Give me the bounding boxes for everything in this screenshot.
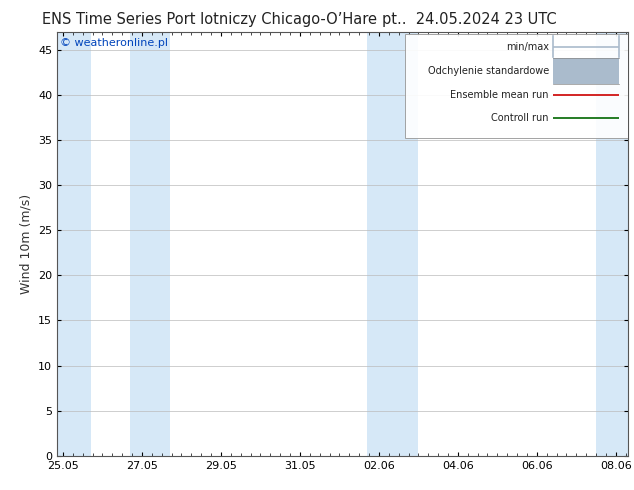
Text: Controll run: Controll run xyxy=(491,113,549,123)
Bar xyxy=(130,32,170,456)
Text: Ensemble mean run: Ensemble mean run xyxy=(450,90,549,99)
Text: Odchylenie standardowe: Odchylenie standardowe xyxy=(428,66,549,76)
Y-axis label: Wind 10m (m/s): Wind 10m (m/s) xyxy=(20,194,32,294)
Text: ENS Time Series Port lotniczy Chicago-O’Hare: ENS Time Series Port lotniczy Chicago-O’… xyxy=(42,12,377,27)
Text: © weatheronline.pl: © weatheronline.pl xyxy=(60,38,168,48)
Bar xyxy=(57,32,91,456)
FancyBboxPatch shape xyxy=(553,58,619,84)
Text: min/max: min/max xyxy=(506,42,549,51)
Text: pt..  24.05.2024 23 UTC: pt.. 24.05.2024 23 UTC xyxy=(382,12,557,27)
FancyBboxPatch shape xyxy=(405,34,628,138)
Bar xyxy=(367,32,418,456)
Bar xyxy=(596,32,628,456)
